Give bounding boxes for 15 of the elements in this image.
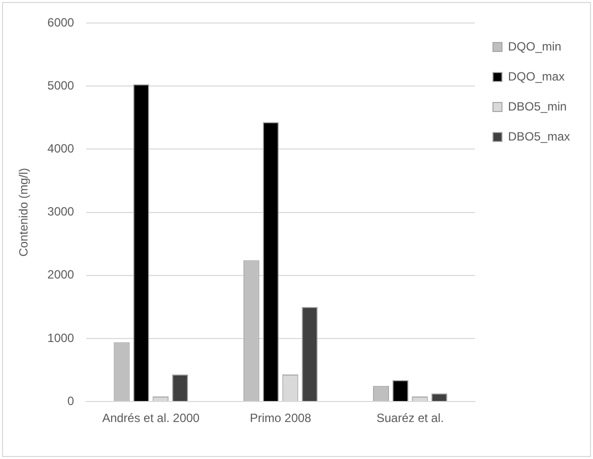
y-tick-label: 0 [67, 394, 74, 408]
x-tick-label: Suaréz et al. [376, 411, 444, 426]
y-tick-label: 1000 [47, 330, 74, 345]
y-tick-label: 6000 [47, 15, 74, 30]
y-tick-label: 3000 [47, 204, 74, 219]
legend-label: DBO5_max [508, 129, 570, 144]
legend-label: DQO_min [508, 39, 562, 54]
x-tick-label: Andrés et al. 2000 [102, 411, 200, 426]
legend-label: DQO_max [508, 69, 565, 84]
y-axis-title: Contenido (mg/l) [16, 168, 31, 257]
x-tick-label: Primo 2008 [250, 411, 312, 426]
legend-label: DBO5_min [508, 99, 567, 114]
y-tick-label: 4000 [47, 142, 74, 156]
y-tick-label: 2000 [47, 268, 74, 282]
y-tick-label: 5000 [47, 78, 74, 92]
